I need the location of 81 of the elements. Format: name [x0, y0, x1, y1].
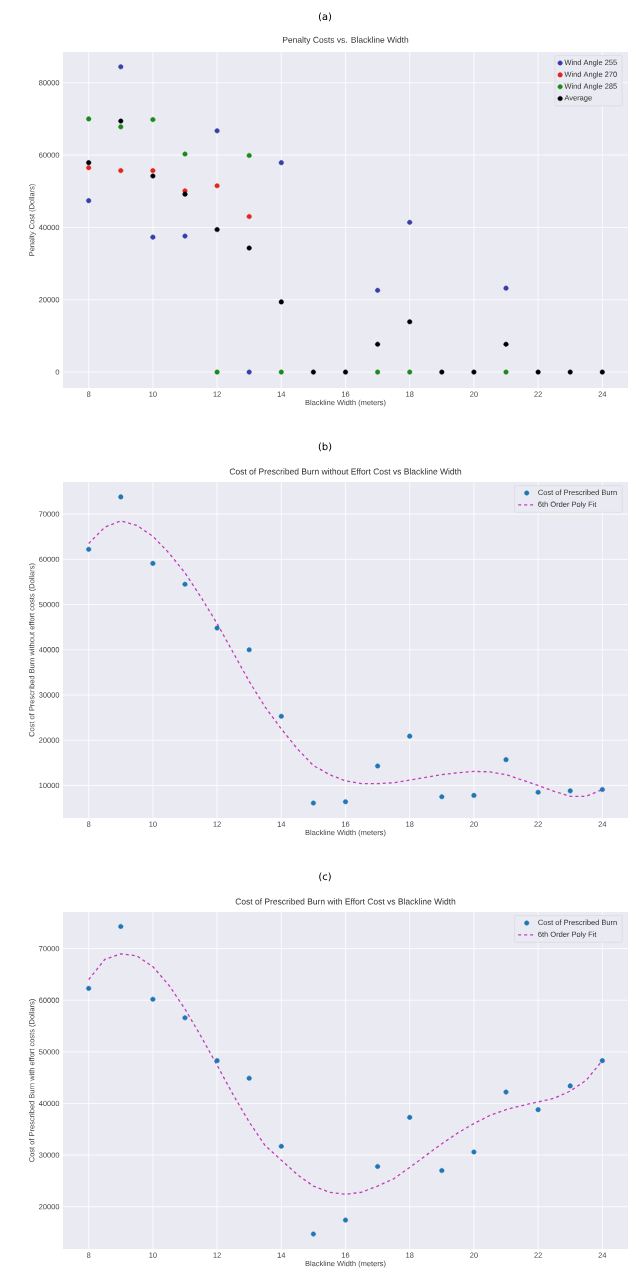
text: (a) — [318, 12, 332, 22]
point — [278, 160, 284, 166]
point — [535, 369, 541, 375]
point — [182, 581, 188, 587]
point — [86, 198, 92, 204]
point — [407, 1114, 413, 1120]
point — [246, 1075, 252, 1081]
point — [246, 647, 252, 653]
point — [278, 713, 284, 719]
point — [246, 369, 252, 375]
point — [310, 1231, 316, 1237]
point — [118, 168, 124, 174]
point — [343, 1217, 348, 1223]
point — [86, 160, 92, 166]
point — [86, 165, 92, 171]
point — [118, 124, 124, 130]
point — [375, 1163, 381, 1169]
point — [567, 788, 573, 794]
point — [407, 369, 413, 375]
point — [278, 299, 284, 305]
point — [535, 789, 541, 795]
point — [214, 1058, 220, 1064]
text: (c) — [319, 872, 331, 882]
point — [503, 285, 509, 291]
point — [150, 996, 156, 1002]
chart-title: Penalty Costs vs. Blackline Width — [282, 36, 409, 45]
point — [567, 369, 573, 375]
point — [503, 341, 509, 347]
point — [278, 1143, 284, 1149]
point — [310, 369, 316, 375]
text: (b) — [318, 442, 332, 452]
point — [503, 757, 509, 763]
point — [150, 560, 156, 566]
point — [150, 117, 156, 123]
point — [150, 168, 156, 174]
point — [535, 1107, 541, 1113]
point — [182, 151, 188, 157]
point — [471, 792, 477, 798]
point — [343, 369, 348, 375]
point — [599, 1058, 605, 1064]
point — [471, 369, 477, 375]
point — [471, 1149, 477, 1155]
point — [503, 1089, 509, 1095]
chart-title: Cost of Prescribed Burn without Effort Cost vs Blackline Width — [229, 468, 462, 475]
point — [214, 183, 220, 189]
point — [214, 369, 220, 375]
point — [182, 1015, 188, 1021]
point — [246, 152, 252, 158]
point — [310, 800, 316, 806]
point — [86, 985, 92, 991]
point — [439, 1168, 445, 1174]
point — [278, 369, 284, 375]
point — [246, 245, 252, 251]
point — [439, 794, 445, 800]
point — [214, 128, 220, 134]
point — [118, 923, 124, 929]
point — [567, 1083, 573, 1089]
point — [246, 214, 252, 220]
point — [118, 64, 124, 70]
point — [599, 369, 605, 375]
point — [214, 227, 220, 233]
point — [599, 787, 605, 792]
point — [407, 219, 413, 225]
point — [118, 118, 124, 124]
point — [407, 733, 413, 739]
point — [439, 369, 445, 375]
point — [150, 234, 156, 240]
point — [375, 369, 381, 375]
point — [375, 341, 381, 347]
point — [343, 799, 348, 805]
point — [182, 233, 188, 239]
point — [86, 546, 92, 552]
point — [214, 625, 220, 631]
point — [375, 287, 381, 293]
point — [407, 319, 413, 325]
point — [118, 494, 124, 500]
point — [150, 173, 156, 179]
point — [86, 116, 92, 122]
chart-title: Cost of Prescribed Burn with Effort Cost vs Blackline Width — [235, 898, 456, 905]
point — [503, 369, 509, 375]
point — [375, 763, 381, 769]
